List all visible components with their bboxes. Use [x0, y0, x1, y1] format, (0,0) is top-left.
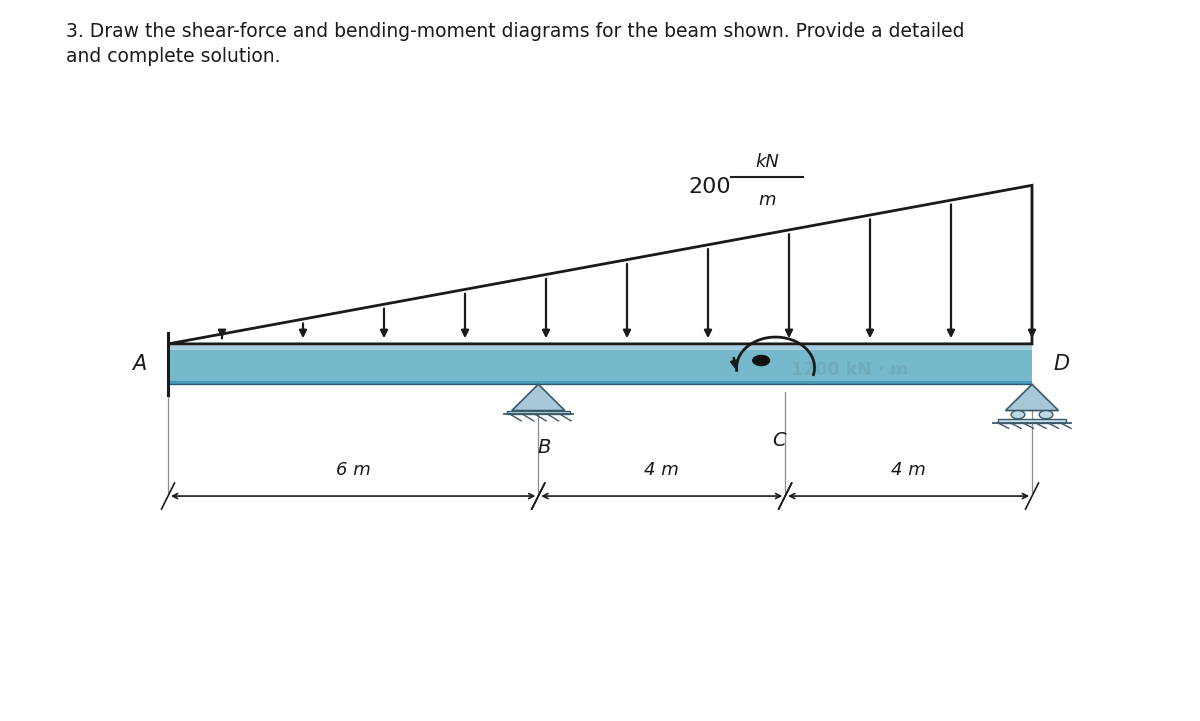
Text: 4 m: 4 m [644, 461, 679, 479]
Polygon shape [168, 342, 1032, 345]
Polygon shape [508, 410, 570, 415]
Text: B: B [538, 438, 551, 457]
Text: 6 m: 6 m [336, 461, 371, 479]
Text: C: C [773, 431, 786, 450]
Circle shape [1012, 410, 1025, 419]
Polygon shape [997, 419, 1067, 423]
Polygon shape [511, 384, 565, 410]
Text: m: m [758, 191, 776, 209]
Text: D: D [1054, 354, 1069, 374]
Text: 3. Draw the shear-force and bending-moment diagrams for the beam shown. Provide : 3. Draw the shear-force and bending-mome… [66, 22, 965, 40]
Text: 200: 200 [689, 177, 731, 198]
Text: 1200 kN · m: 1200 kN · m [791, 361, 908, 379]
Text: kN: kN [755, 154, 779, 172]
Polygon shape [168, 349, 1032, 381]
Text: and complete solution.: and complete solution. [66, 47, 281, 66]
Circle shape [1039, 410, 1052, 419]
Polygon shape [168, 345, 1032, 350]
Polygon shape [168, 344, 1032, 384]
Text: 4 m: 4 m [892, 461, 926, 479]
Polygon shape [1006, 384, 1058, 410]
Text: A: A [132, 354, 146, 374]
Circle shape [752, 355, 769, 366]
